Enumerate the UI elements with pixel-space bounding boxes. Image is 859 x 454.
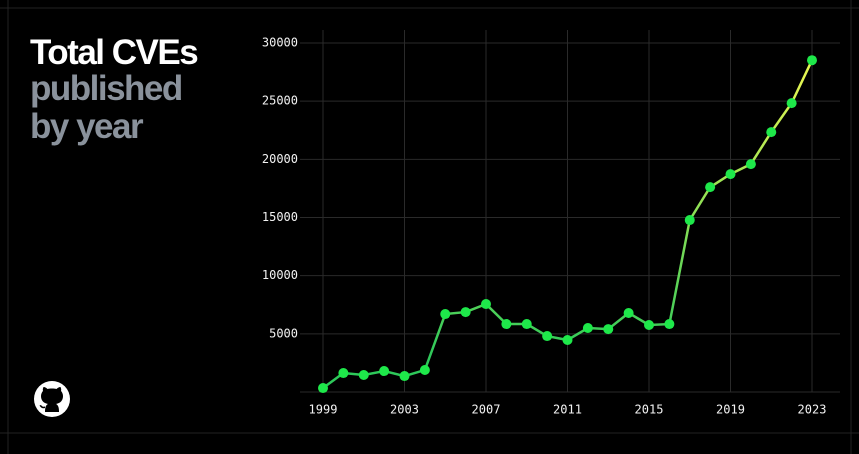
logo-mark [39,387,63,412]
data-point [644,319,654,330]
data-point [501,319,512,330]
y-tick-label: 10000 [262,268,298,282]
data-point [440,309,451,320]
data-point [664,319,675,330]
chart-title: Total CVEs [30,33,198,72]
y-tick-label: 5000 [269,326,298,340]
x-tick-label: 2019 [716,403,745,417]
data-point [786,98,797,109]
data-point [766,127,777,138]
data-point [807,55,817,66]
x-tick-label: 1999 [309,403,338,417]
chart-subtitle: published by year [30,69,182,146]
x-tick-label: 2011 [553,403,582,417]
data-point [318,383,328,394]
data-point [745,159,756,170]
data-point [562,334,573,345]
data-point [603,324,614,335]
data-point [481,299,491,310]
github-logo [34,381,70,417]
x-tick-label: 2015 [635,403,664,417]
data-point [419,365,430,376]
data-point [623,308,634,319]
data-point [582,323,593,334]
x-tick-label: 2023 [798,403,827,417]
data-point [338,368,349,379]
x-tick-label: 2003 [390,403,419,417]
data-point [379,366,390,377]
y-tick-label: 30000 [262,36,298,50]
y-tick-label: 15000 [262,210,298,224]
data-point [684,215,695,226]
y-tick-label: 20000 [262,152,298,166]
y-tick-label: 25000 [262,94,298,108]
data-point [725,169,736,180]
data-point [399,371,410,382]
data-point [460,307,471,318]
data-point [542,331,553,342]
data-point [521,319,532,330]
x-tick-label: 2007 [472,403,501,417]
subtitle-line: published [30,69,182,108]
subtitle-line: by year [30,107,144,146]
data-point [705,182,716,193]
data-point [358,370,369,381]
